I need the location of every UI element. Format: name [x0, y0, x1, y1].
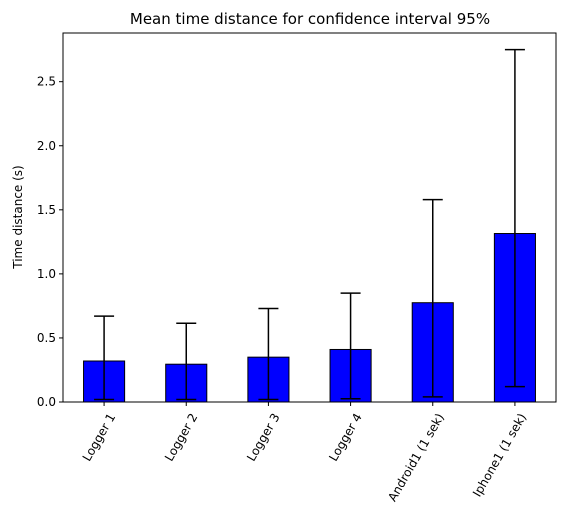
error-bar: [340, 292, 361, 400]
error-bar: [422, 198, 443, 398]
error-bar: [504, 48, 525, 388]
x-tick-label: Logger 1: [80, 411, 119, 464]
y-tick-label: 1.0: [37, 267, 56, 281]
bars-layer: [83, 233, 536, 403]
plot-frame: [62, 32, 557, 403]
y-tick-label: 0.0: [37, 395, 56, 409]
x-tick-label: Iphone1 (1 sek): [470, 411, 529, 499]
error-bars-layer: [94, 48, 525, 401]
x-tick-label: Logger 4: [326, 411, 365, 464]
y-axis-label: Time distance (s): [11, 165, 25, 269]
x-axis: Logger 1 Logger 2 Logger 3 Logger 4 Android1…: [80, 402, 529, 504]
x-tick-label: Logger 2: [162, 411, 201, 464]
x-tick-label: Logger 3: [244, 411, 283, 464]
y-tick-label: 2.5: [37, 75, 56, 89]
chart-title: Mean time distance for confidence interv…: [130, 10, 490, 28]
y-tick-label: 2.0: [37, 139, 56, 153]
error-bar: [258, 307, 279, 401]
error-bar: [94, 315, 115, 401]
y-axis: 0.0 0.5 1.0 1.5 2.0 2.5: [37, 75, 63, 409]
y-tick-label: 0.5: [37, 331, 56, 345]
error-bar: [176, 322, 197, 401]
x-tick-label: Android1 (1 sek): [385, 411, 447, 504]
y-tick-label: 1.5: [37, 203, 56, 217]
